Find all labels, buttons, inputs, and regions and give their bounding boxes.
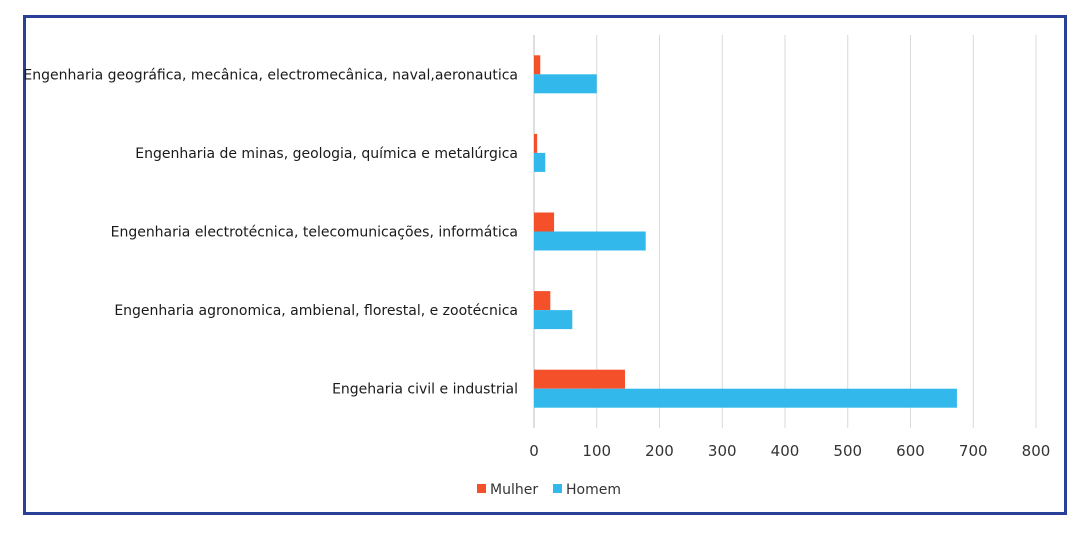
x-tick-label: 700 [959, 442, 988, 460]
category-labels: Engenharia geográfica, mecânica, electro… [23, 67, 518, 397]
legend-swatch [477, 484, 486, 493]
bar-mulher-1 [534, 133, 538, 153]
category-label: Engenharia electrotécnica, telecomunicaç… [111, 225, 518, 241]
bars [534, 55, 957, 408]
bar-mulher-4 [534, 369, 625, 389]
category-label: Engenharia geográfica, mecânica, electro… [23, 67, 518, 83]
category-label: Engeharia civil e industrial [332, 382, 518, 398]
x-tick-label: 500 [833, 442, 862, 460]
bar-homem-4 [534, 388, 957, 408]
x-tick-label: 300 [708, 442, 737, 460]
chart-frame [23, 15, 1067, 515]
category-label: Engenharia agronomica, ambienal, florest… [114, 303, 518, 319]
bar-mulher-2 [534, 212, 555, 232]
bar-homem-3 [534, 310, 573, 330]
category-label: Engenharia de minas, geologia, química e… [135, 146, 518, 162]
bar-mulher-0 [534, 55, 541, 75]
bar-homem-1 [534, 152, 546, 172]
legend-label: Mulher [490, 482, 538, 498]
x-tick-label: 600 [896, 442, 925, 460]
legend-swatch [553, 484, 562, 493]
x-tick-labels: 0 100 200 300 400 500 600 700 800 [529, 442, 1050, 460]
x-tick-label: 400 [771, 442, 800, 460]
x-tick-label: 200 [645, 442, 674, 460]
gridlines [533, 35, 1037, 428]
bar-mulher-3 [534, 291, 551, 311]
legend: Mulher Homem [477, 482, 621, 498]
x-tick-label: 0 [529, 442, 539, 460]
legend-label: Homem [566, 482, 621, 498]
x-tick-label: 100 [582, 442, 611, 460]
bar-homem-2 [534, 231, 646, 251]
bar-homem-0 [534, 74, 597, 94]
x-tick-label: 800 [1022, 442, 1051, 460]
